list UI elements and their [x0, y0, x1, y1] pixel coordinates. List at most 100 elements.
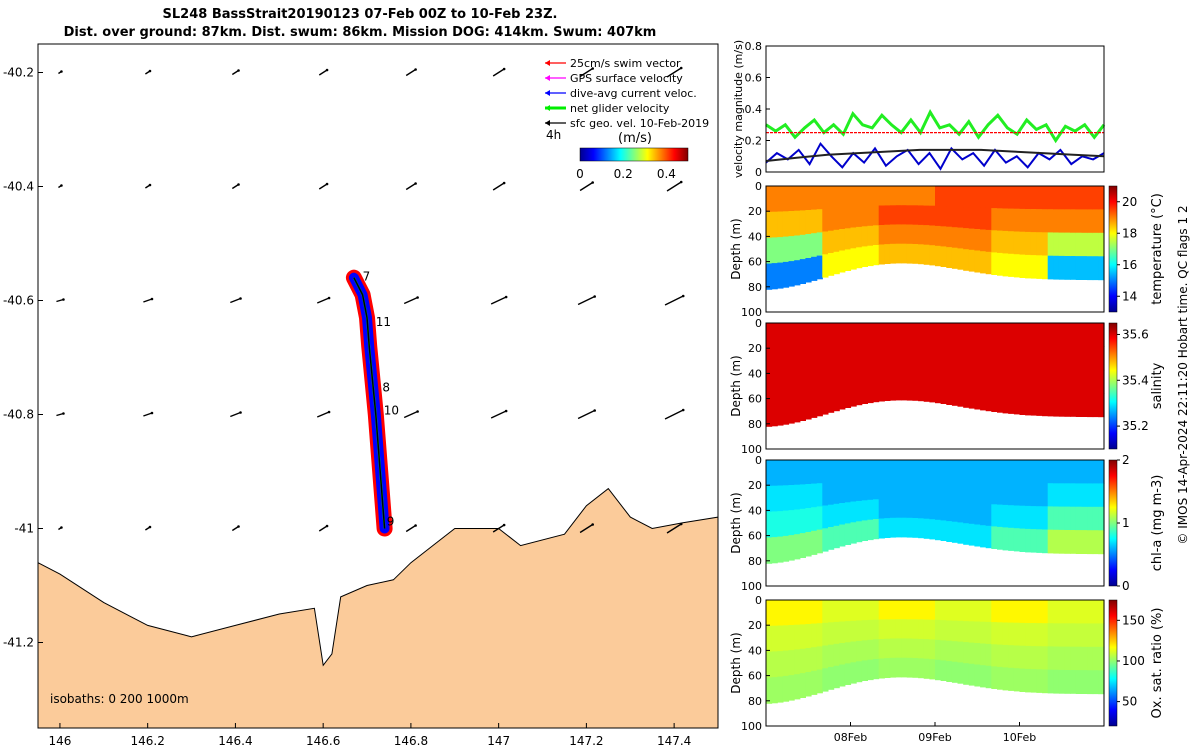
section-cell: [1092, 506, 1099, 531]
section-cell: [788, 650, 795, 676]
section-cell: [833, 229, 840, 253]
section-cell: [923, 225, 930, 246]
section-cell: [799, 624, 806, 650]
section-cell: [1030, 209, 1037, 233]
section-cell: [828, 667, 835, 690]
section-cell: [963, 460, 970, 482]
section-cell: [918, 638, 925, 659]
copyright-note: © IMOS 14-Apr-2024 22:11:20 Hobart time.…: [1176, 205, 1190, 545]
section-cell: [935, 639, 942, 661]
section-cell: [1092, 460, 1099, 484]
section-cell: [861, 640, 868, 661]
section-cell: [833, 525, 840, 549]
section-cell: [991, 526, 998, 549]
section-cell: [974, 600, 981, 622]
section-cell: [935, 460, 942, 481]
section-cell: [946, 521, 953, 542]
section-colorbar: [1108, 599, 1118, 727]
section-cell: [1013, 482, 1021, 506]
section-cell: [980, 344, 987, 367]
section-cell: [811, 346, 818, 371]
section-cell: [856, 206, 863, 228]
section-cell: [794, 347, 801, 373]
section-cell: [884, 244, 891, 264]
section-cell: [1075, 369, 1082, 394]
section-cell: [889, 205, 897, 226]
section-cell: [839, 229, 846, 251]
section-cell: [974, 250, 981, 273]
current-arrow-head: [593, 295, 596, 298]
section-cell: [1053, 623, 1060, 648]
section-cell: [951, 323, 959, 345]
current-arrow-head: [239, 411, 242, 414]
section-cell: [940, 480, 947, 501]
section-cell: [946, 640, 953, 662]
section-cell: [1019, 528, 1026, 552]
section-cell: [794, 624, 801, 650]
colorbar-tick-label: 18: [1122, 226, 1137, 240]
section-cell: [782, 625, 790, 652]
section-cell: [1047, 369, 1054, 394]
section-cell: [861, 363, 868, 384]
map-y-tick-label: -40.6: [3, 294, 34, 308]
section-cell: [850, 227, 857, 249]
section-cell: [873, 600, 880, 621]
section-cell: [951, 384, 959, 406]
section-cell: [1092, 256, 1099, 281]
section-cell: [794, 235, 801, 261]
current-arrow: [579, 67, 594, 78]
section-cell: [906, 323, 913, 343]
section-cell: [828, 504, 835, 528]
section-cell: [963, 621, 970, 643]
section-cell: [884, 361, 891, 382]
section-cell: [850, 186, 857, 208]
depth-tick-label: 60: [748, 256, 762, 269]
current-arrow-head: [237, 525, 240, 528]
section-cell: [1058, 529, 1066, 554]
section-cell: [805, 532, 812, 557]
current-arrow: [405, 524, 416, 533]
section-cell: [816, 646, 823, 671]
section-cell: [856, 247, 863, 269]
section-cell: [788, 600, 795, 626]
section-cell: [805, 624, 812, 649]
section-cell: [1053, 460, 1060, 484]
section-cell: [782, 510, 790, 537]
section-cell: [828, 644, 835, 668]
current-arrow-head: [591, 523, 594, 526]
section-cell: [844, 365, 852, 387]
section-cell: [1098, 232, 1105, 257]
section-cell: [788, 625, 795, 651]
section-cell: [811, 323, 818, 348]
section-cell: [1036, 346, 1043, 370]
current-arrow: [143, 412, 153, 417]
section-cell: [1092, 346, 1099, 371]
section-cell: [929, 323, 936, 344]
section-cell: [1075, 256, 1082, 280]
section-cell: [912, 658, 919, 678]
section-cell: [850, 206, 857, 229]
current-arrow-head: [414, 524, 417, 527]
current-arrow: [318, 525, 328, 532]
section-cell: [839, 387, 846, 410]
section-cell: [951, 521, 959, 543]
section-cell: [1002, 367, 1009, 391]
track-label: 7: [363, 270, 371, 284]
section-cell: [861, 480, 868, 501]
section-cell: [1064, 323, 1071, 347]
section-cell: [895, 342, 902, 362]
section-cell: [1098, 209, 1105, 234]
section-cell: [799, 600, 806, 625]
section-cell: [856, 640, 863, 662]
section-cell: [799, 323, 806, 348]
section-cell: [788, 485, 795, 511]
section-cell: [906, 498, 913, 519]
section-cell: [929, 460, 936, 481]
section-cell: [985, 665, 992, 689]
section-cell: [811, 233, 818, 258]
section-cell: [816, 669, 823, 694]
section-cell: [997, 504, 1004, 528]
section-cell: [968, 663, 975, 686]
section-cell: [957, 641, 964, 663]
section-cell: [997, 367, 1004, 391]
